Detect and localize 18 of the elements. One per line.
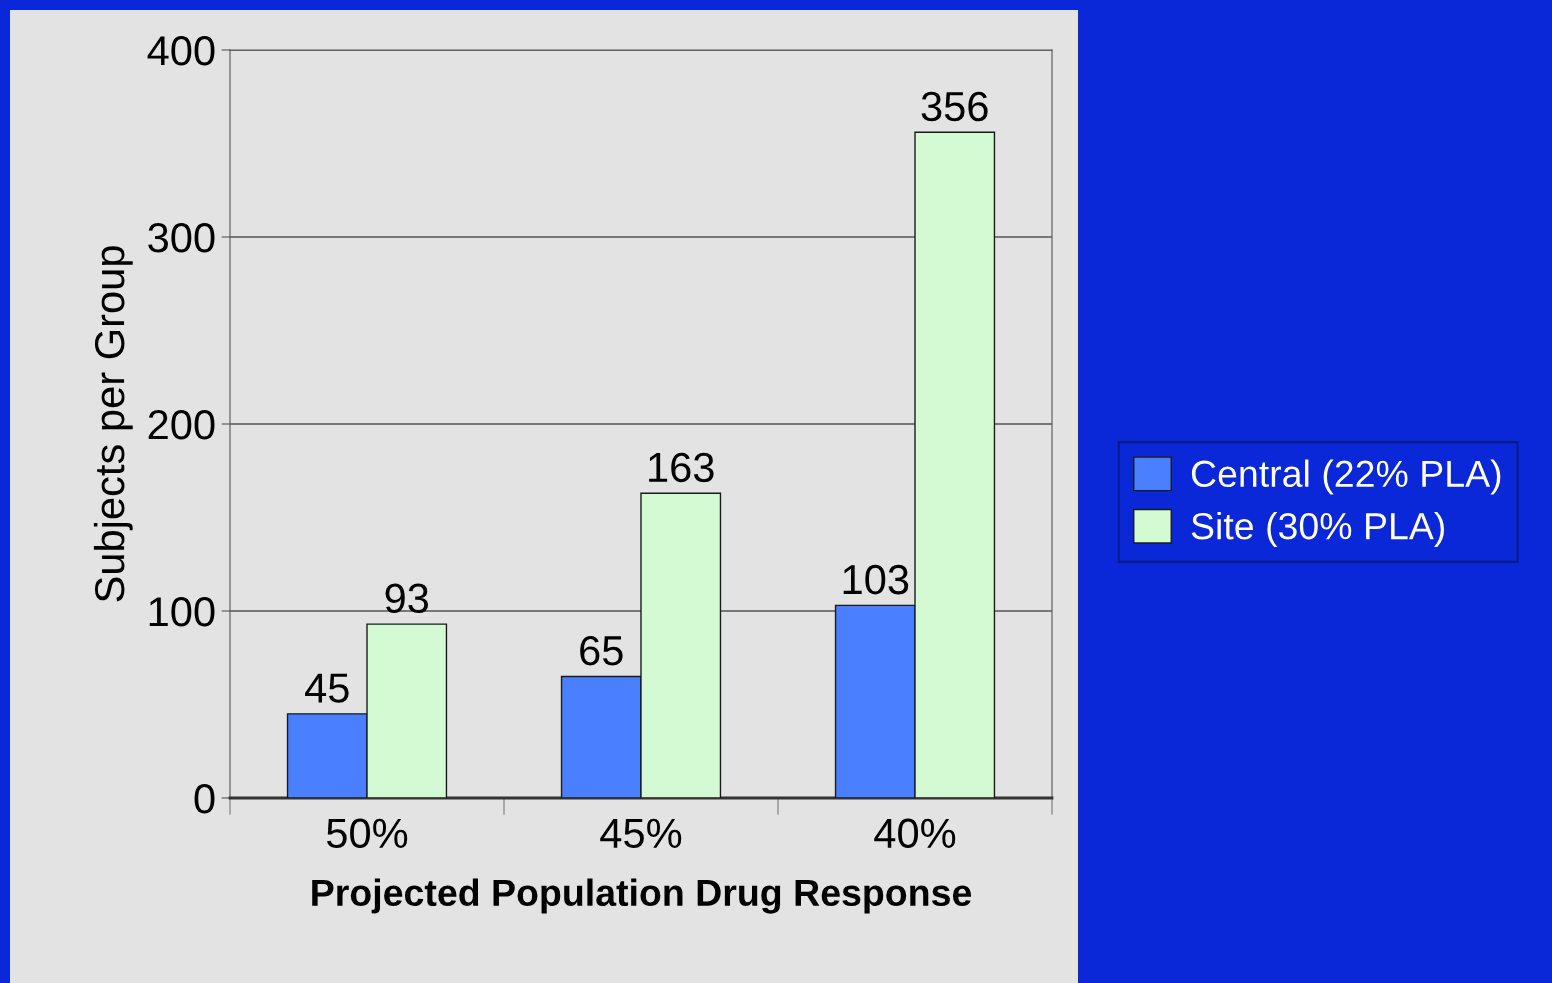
x-axis-title: Projected Population Drug Response [312,878,972,914]
y-tick-label: 100 [149,597,215,627]
legend-label: Site (30% PLA) [1191,511,1445,547]
y-tick-label: 300 [148,223,215,253]
data-label: 45 [305,673,349,703]
data-label: 103 [843,564,909,595]
x-tick-label: 45% [600,818,682,849]
x-tick-label: 50% [326,818,408,849]
data-label: 65 [580,635,623,666]
y-tick-label: 0 [194,784,215,814]
data-label: 93 [385,583,429,614]
y-axis-title: Subjects per Group [93,246,133,602]
data-label: 163 [649,452,714,483]
x-tick-label: 40% [874,818,956,849]
legend-label: Central (22% PLA) [1191,459,1501,495]
y-tick-label: 200 [148,410,215,440]
y-tick-label: 400 [147,36,215,66]
data-label: 356 [921,91,988,122]
